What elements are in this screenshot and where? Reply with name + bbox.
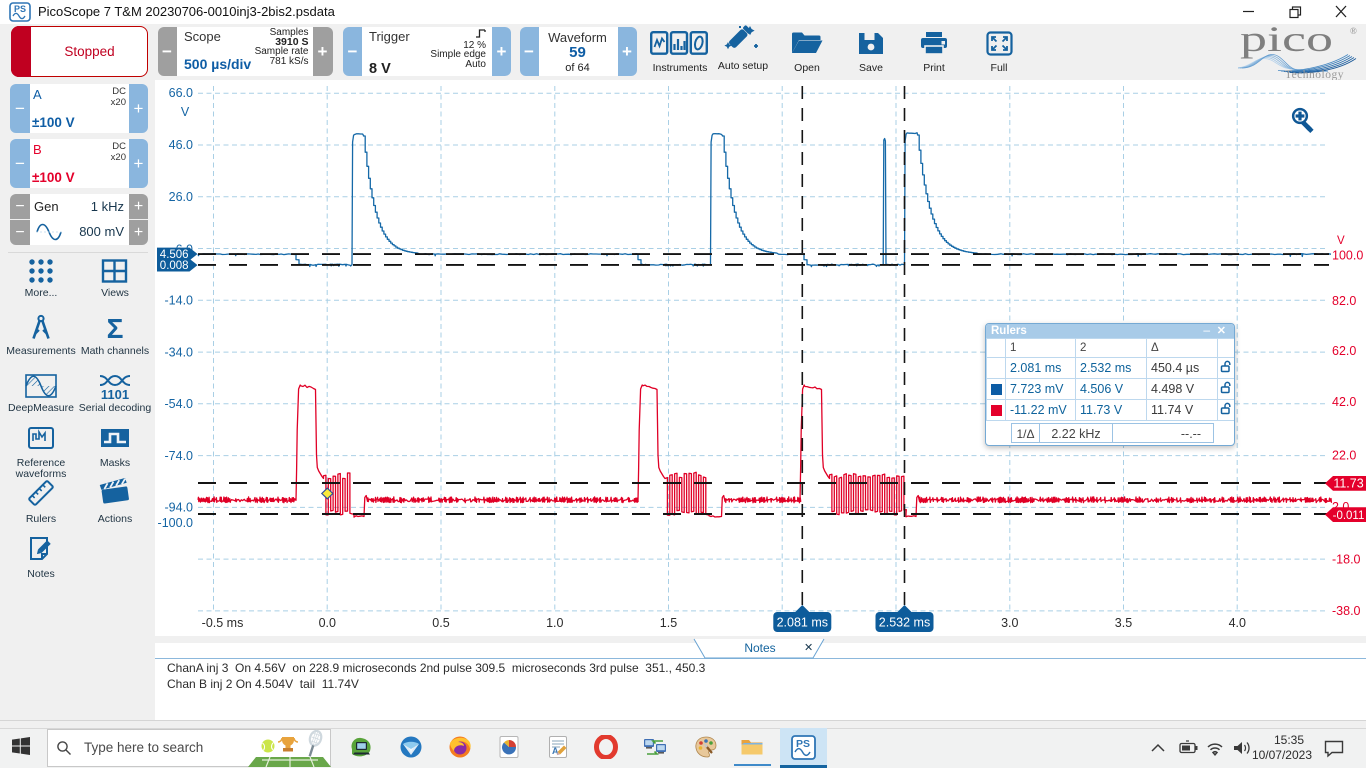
svg-text:®: ®: [1350, 26, 1357, 36]
svg-text:PS: PS: [14, 4, 26, 14]
svg-text:A: A: [552, 746, 559, 756]
svg-text:PS: PS: [796, 738, 810, 750]
svg-text:pico: pico: [1240, 24, 1333, 59]
svg-text:1101: 1101: [101, 387, 129, 401]
svg-text:Σ: Σ: [107, 313, 124, 343]
svg-text:Technology: Technology: [1285, 69, 1344, 80]
